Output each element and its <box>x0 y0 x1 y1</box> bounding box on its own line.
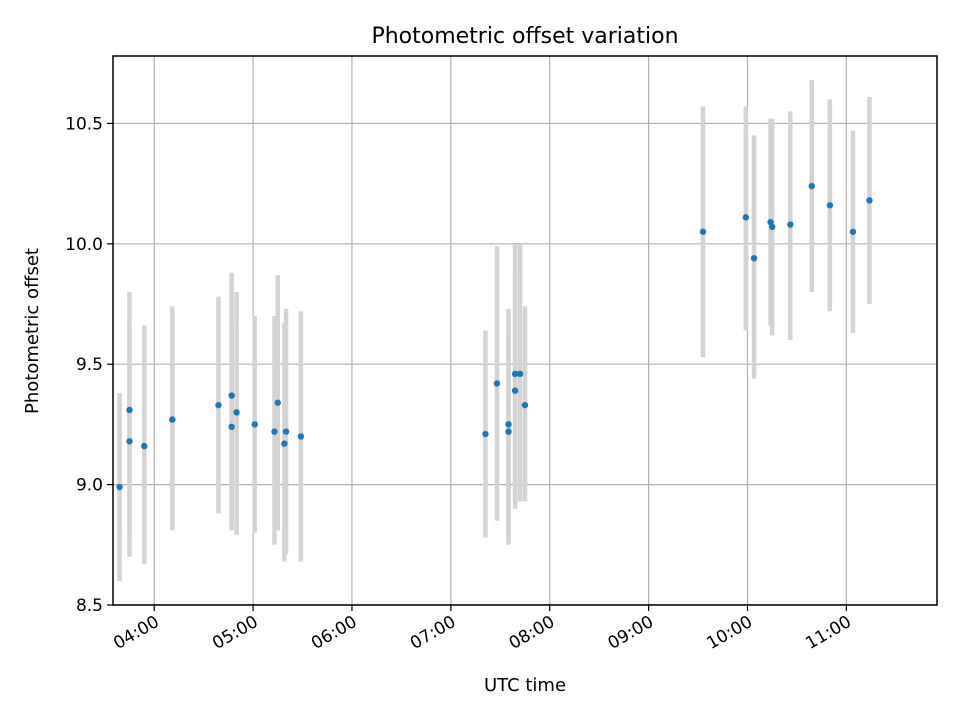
data-point <box>849 228 857 235</box>
data-point <box>228 423 235 431</box>
data-point <box>215 401 222 409</box>
data-point <box>126 438 133 445</box>
data-point <box>769 223 776 231</box>
data-point <box>750 255 758 262</box>
data-point <box>866 197 873 204</box>
data-point <box>505 421 512 428</box>
y-tick-label: 10.5 <box>65 114 103 134</box>
y-tick-label: 8.5 <box>76 596 103 616</box>
data-point <box>274 399 281 406</box>
y-tick-label: 9.5 <box>76 355 103 375</box>
data-points <box>116 182 873 491</box>
data-point <box>482 430 489 438</box>
data-point <box>493 380 501 387</box>
data-point <box>699 228 707 235</box>
data-point <box>767 218 774 226</box>
chart-title: Photometric offset variation <box>371 24 678 49</box>
y-tick-label: 10.0 <box>65 235 103 255</box>
data-point <box>826 202 834 209</box>
data-point <box>141 442 148 450</box>
data-point <box>228 392 235 399</box>
data-point <box>169 416 176 423</box>
data-point <box>505 428 512 435</box>
data-point <box>271 428 278 435</box>
data-point <box>282 428 290 435</box>
data-point <box>281 440 288 447</box>
y-axis-label: Photometric offset <box>22 248 43 414</box>
y-tick-label: 9.0 <box>76 476 103 496</box>
data-point <box>233 409 240 416</box>
data-point <box>516 370 524 378</box>
plot-frame <box>112 55 938 606</box>
x-axis-label: UTC time <box>484 675 566 696</box>
data-point <box>521 401 529 409</box>
data-point <box>511 370 519 378</box>
y-axis: 8.5 9.0 9.5 10.0 10.5 <box>65 114 113 616</box>
data-point <box>297 433 305 440</box>
data-point <box>126 406 133 414</box>
data-point <box>808 182 815 190</box>
data-point <box>251 421 258 428</box>
data-point <box>742 214 750 221</box>
data-point <box>787 221 794 228</box>
data-point <box>116 483 123 491</box>
data-point <box>511 387 519 394</box>
